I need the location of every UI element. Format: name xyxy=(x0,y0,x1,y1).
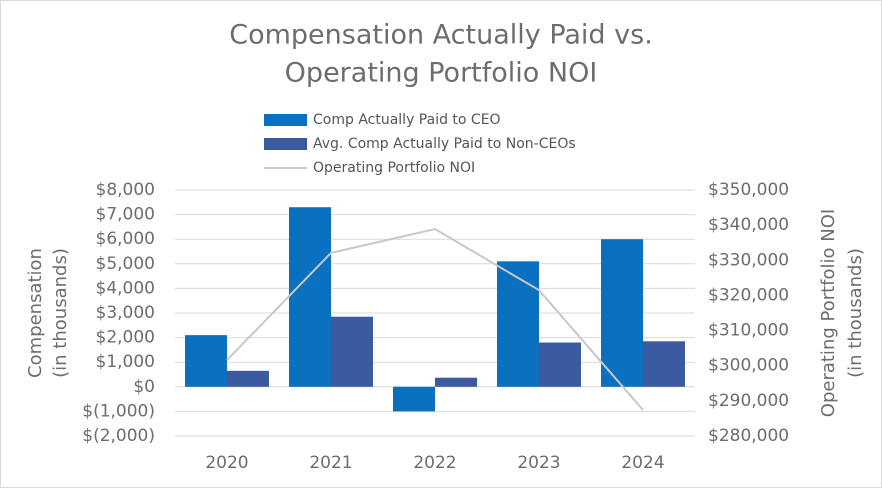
bar xyxy=(289,207,331,387)
chart-title: Compensation Actually Paid vs. xyxy=(229,20,653,51)
x-tick-label: 2024 xyxy=(621,453,664,473)
y-tick-label: $1,000 xyxy=(96,352,155,372)
y-tick-label: $0 xyxy=(133,377,155,397)
legend-swatch xyxy=(264,114,307,126)
bar xyxy=(393,386,435,412)
y2-tick-label: $310,000 xyxy=(708,321,789,341)
bar xyxy=(601,239,643,387)
legend-swatch xyxy=(264,138,307,150)
x-tick-label: 2020 xyxy=(205,453,248,473)
y-axis-title: (in thousands) xyxy=(50,248,71,378)
y-tick-label: $8,000 xyxy=(96,180,155,200)
x-tick-label: 2021 xyxy=(309,453,352,473)
bar xyxy=(331,316,373,387)
line-series xyxy=(226,227,644,411)
legend-label: Operating Portfolio NOI xyxy=(313,160,475,176)
y-tick-label: $2,000 xyxy=(96,328,155,348)
y2-tick-label: $300,000 xyxy=(708,356,789,376)
y2-axis-title: (in thousands) xyxy=(845,248,866,378)
y2-tick-label: $320,000 xyxy=(708,285,789,305)
y-axis-title: Compensation xyxy=(25,248,46,378)
bar xyxy=(497,261,539,387)
y-tick-label: $6,000 xyxy=(96,229,155,249)
bar xyxy=(435,377,477,387)
x-tick-label: 2022 xyxy=(413,453,456,473)
bar xyxy=(185,335,227,387)
y-tick-label: $4,000 xyxy=(96,278,155,298)
y2-tick-label: $350,000 xyxy=(708,180,789,200)
chart-title: Operating Portfolio NOI xyxy=(285,58,598,89)
y-tick-label: $(1,000) xyxy=(82,401,155,421)
y-tick-label: $3,000 xyxy=(96,303,155,323)
y-tick-label: $7,000 xyxy=(96,205,155,225)
legend-label: Avg. Comp Actually Paid to Non-CEOs xyxy=(313,136,576,152)
y2-tick-label: $340,000 xyxy=(708,215,789,235)
bar xyxy=(643,341,685,387)
legend-label: Comp Actually Paid to CEO xyxy=(313,112,501,128)
y2-axis-title: Operating Portfolio NOI xyxy=(818,209,839,417)
y-tick-label: $5,000 xyxy=(96,254,155,274)
bar xyxy=(539,342,581,387)
y-tick-label: $(2,000) xyxy=(82,426,155,446)
x-tick-label: 2023 xyxy=(517,453,560,473)
y2-tick-label: $330,000 xyxy=(708,250,789,270)
y2-tick-label: $280,000 xyxy=(708,426,789,446)
y2-tick-label: $290,000 xyxy=(708,391,789,411)
bar xyxy=(227,370,269,387)
